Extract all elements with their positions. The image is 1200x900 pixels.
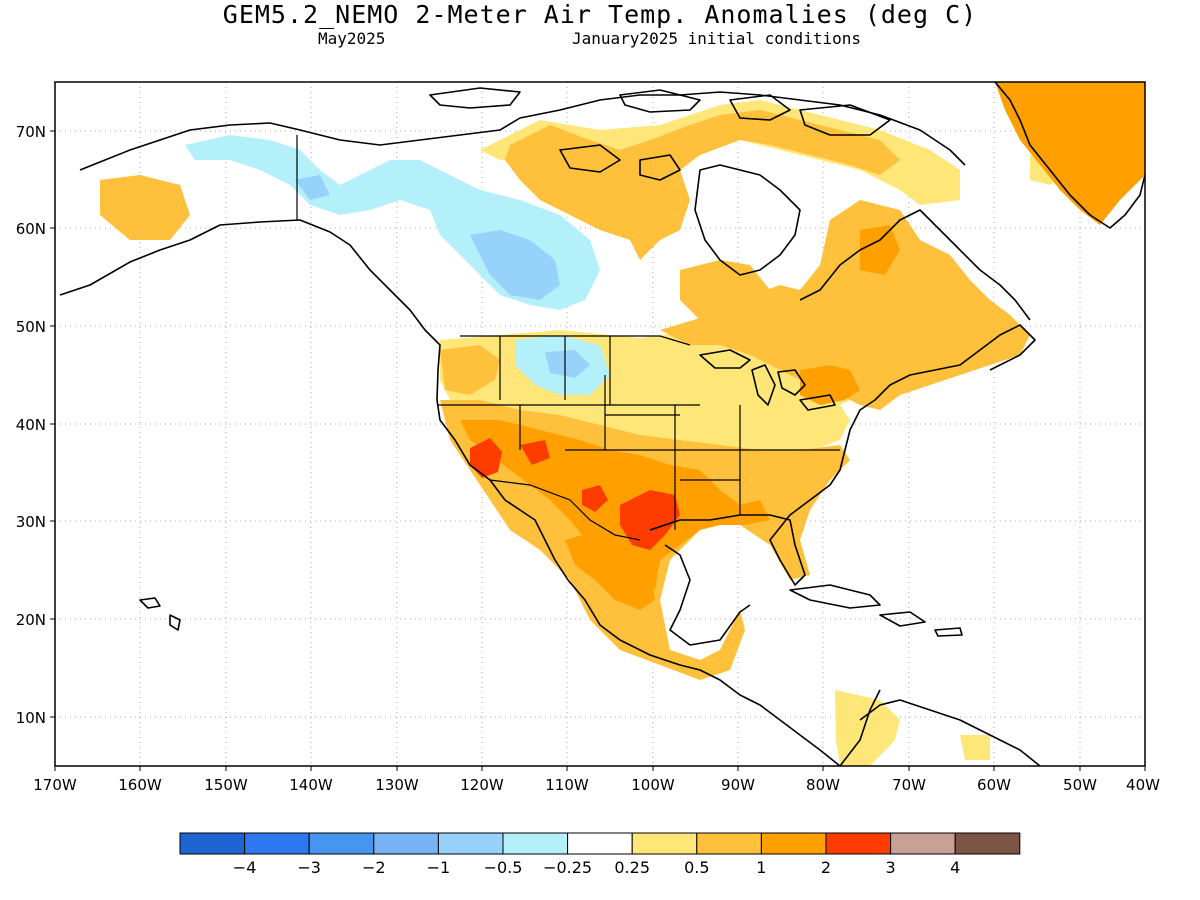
legend-box-9	[760, 832, 827, 855]
legend-labels: −4 −3 −2 −1 −0.5 −0.25 0.25 0.5 1 2 3 4	[233, 858, 960, 877]
anomaly-neg-0-5-fill	[295, 175, 590, 378]
legend-boxes	[179, 832, 1021, 855]
legend-label-9: 2	[821, 858, 831, 877]
axis-ticks	[50, 130, 1146, 771]
lon-label-50w: 50W	[1063, 776, 1097, 794]
legend-label-2: −2	[362, 858, 386, 877]
legend-label-11: 4	[950, 858, 960, 877]
lon-label-110w: 110W	[545, 776, 589, 794]
lat-label-60n: 60N	[16, 220, 46, 238]
lon-label-120w: 120W	[460, 776, 504, 794]
lat-label-70n: 70N	[16, 123, 46, 141]
lon-label-80w: 80W	[806, 776, 840, 794]
forecast-month: May2025	[318, 29, 386, 48]
initial-conditions: January2025 initial conditions	[572, 29, 861, 48]
map-title: GEM5.2_NEMO 2-Meter Air Temp. Anomalies …	[222, 0, 978, 29]
legend-label-5: −0.25	[543, 858, 592, 877]
legend-box-5	[502, 832, 569, 855]
legend-box-4	[437, 832, 504, 855]
lon-label-140w: 140W	[289, 776, 333, 794]
legend-box-10	[825, 832, 892, 855]
lon-label-170w: 170W	[33, 776, 77, 794]
legend-box-11	[890, 832, 956, 855]
map-content	[55, 82, 1145, 766]
lon-label-60w: 60W	[977, 776, 1011, 794]
lon-label-40w: 40W	[1126, 776, 1160, 794]
lon-label-130w: 130W	[375, 776, 419, 794]
lon-label-100w: 100W	[631, 776, 675, 794]
lon-label-150w: 150W	[204, 776, 248, 794]
legend-label-6: 0.25	[614, 858, 650, 877]
legend-box-12	[954, 832, 1021, 855]
lat-label-20n: 20N	[16, 611, 46, 629]
lat-label-10n: 10N	[16, 709, 46, 727]
lon-label-90w: 90W	[721, 776, 755, 794]
borders	[296, 135, 840, 541]
legend-label-8: 1	[756, 858, 766, 877]
lat-label-50n: 50N	[16, 318, 46, 336]
legend-label-4: −0.5	[484, 858, 523, 877]
legend-label-10: 3	[886, 858, 896, 877]
legend-box-7	[631, 832, 698, 855]
legend-label-3: −1	[427, 858, 451, 877]
legend-box-6	[567, 832, 633, 855]
legend-box-1	[244, 832, 310, 855]
anomaly-2-fill	[470, 438, 680, 550]
legend-box-8	[696, 832, 762, 855]
lon-label-70w: 70W	[892, 776, 926, 794]
legend-label-1: −3	[297, 858, 321, 877]
legend-label-7: 0.5	[684, 858, 709, 877]
coastlines	[59, 82, 1145, 766]
legend-box-3	[373, 832, 439, 855]
lat-label-30n: 30N	[16, 513, 46, 531]
lat-label-40n: 40N	[16, 416, 46, 434]
legend-box-0	[179, 832, 246, 855]
lon-label-160w: 160W	[118, 776, 162, 794]
legend-box-2	[308, 832, 375, 855]
legend-label-0: −4	[233, 858, 257, 877]
